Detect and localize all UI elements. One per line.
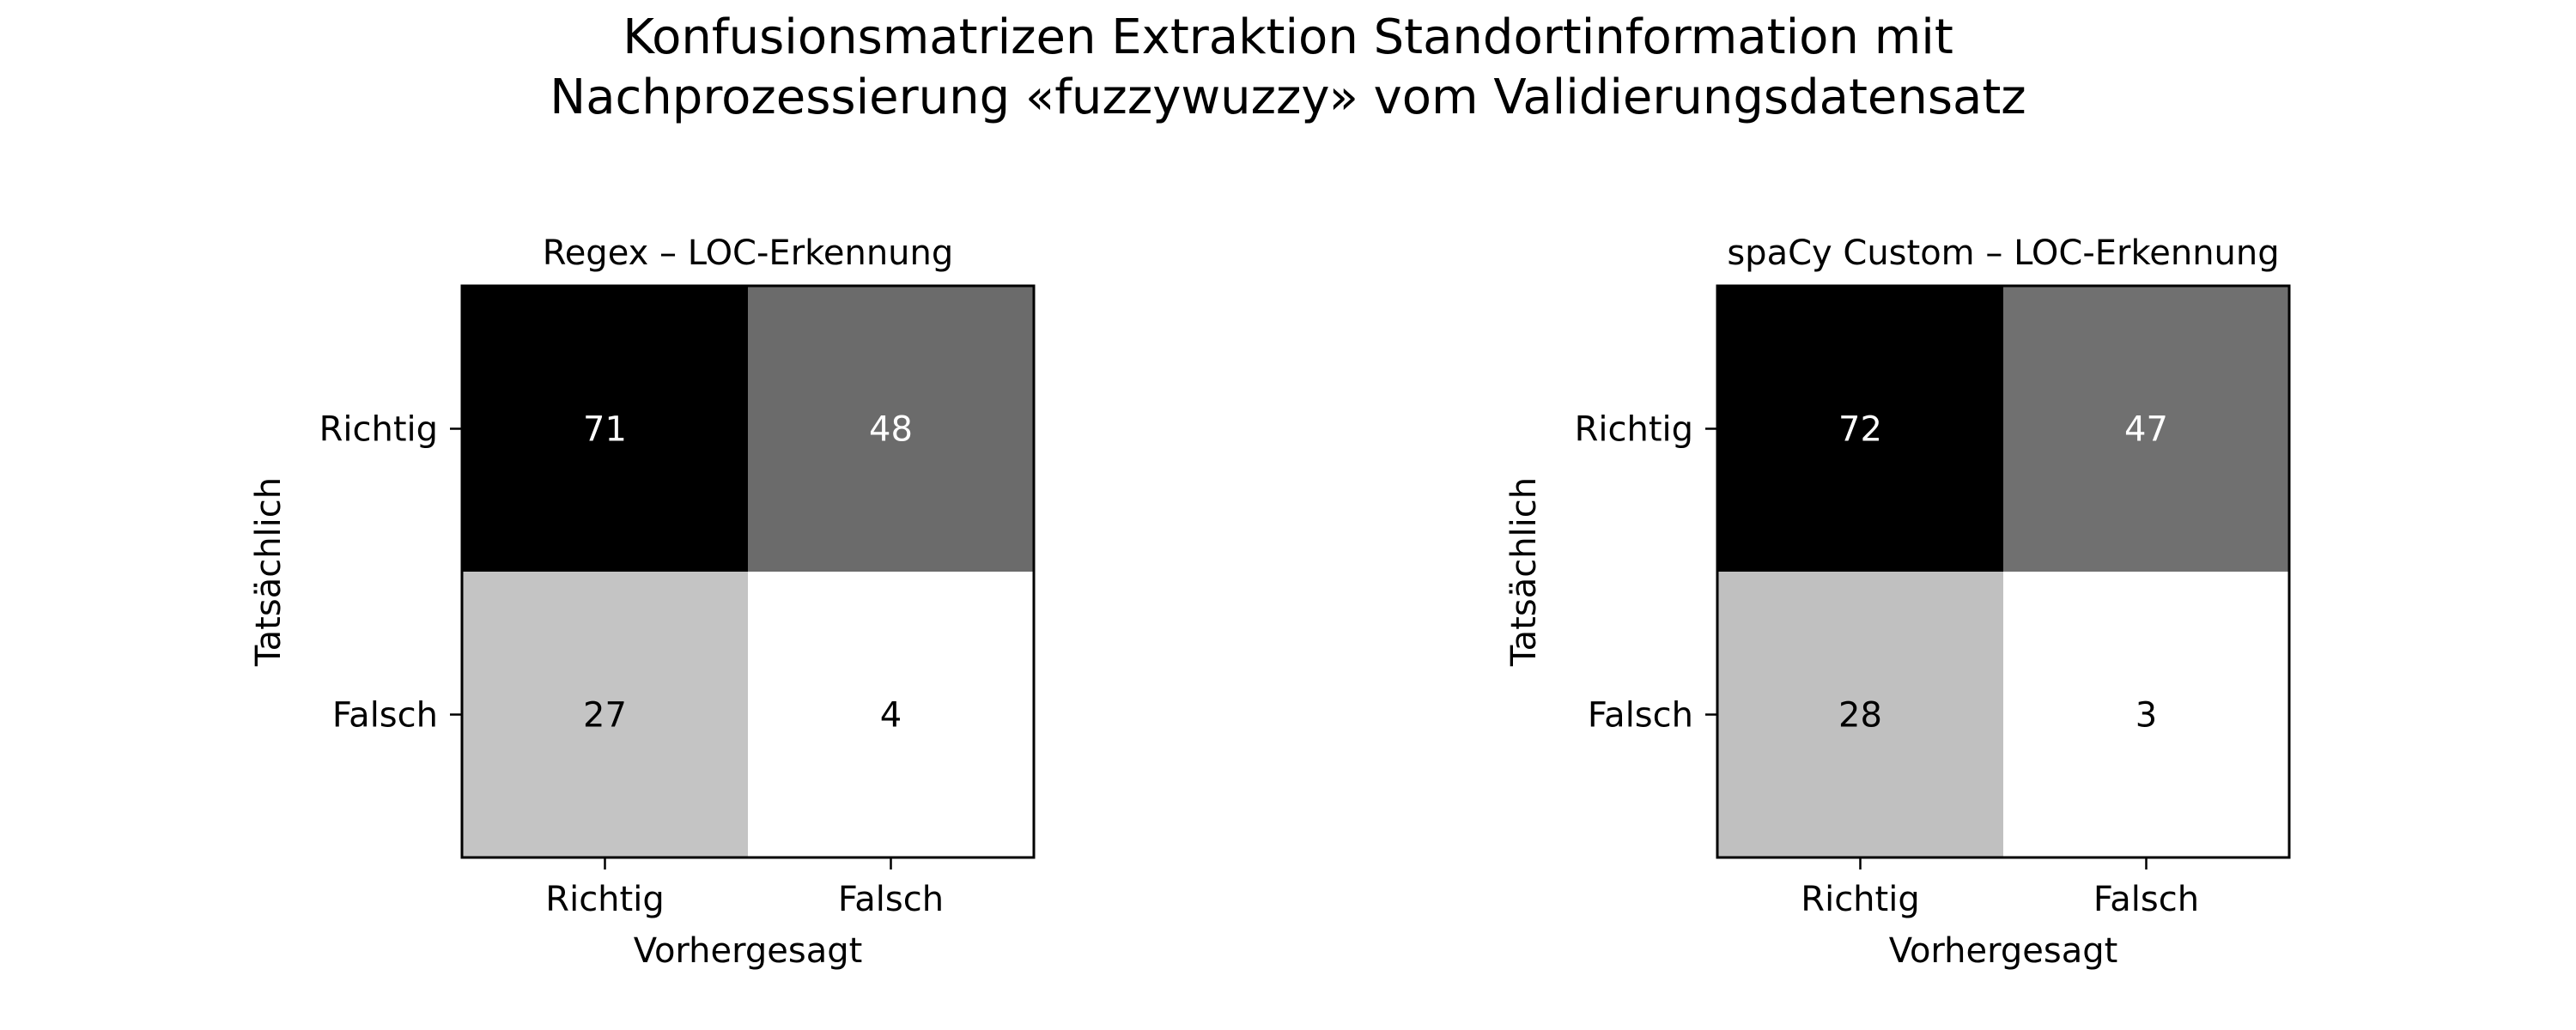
- chart-title-spacy-custom: spaCy Custom – LOC-Erkennung: [1727, 233, 2279, 273]
- cell-value-label: 27: [583, 696, 627, 736]
- x-axis-label: Vorhergesagt: [1889, 931, 2118, 971]
- cell-value-label: 47: [2124, 410, 2168, 450]
- heatmap-cell: [2003, 286, 2289, 572]
- y-tick-label: Falsch: [1588, 696, 1693, 736]
- heatmap-cell: [748, 572, 1034, 857]
- heatmap-cell: [2003, 572, 2289, 857]
- y-tick-label: Richtig: [319, 410, 438, 450]
- y-tick-label: Richtig: [1575, 410, 1693, 450]
- cell-value-label: 28: [1838, 696, 1882, 736]
- x-tick-label: Richtig: [1801, 880, 1919, 919]
- figure-title-line-1: Konfusionsmatrizen Extraktion Standortin…: [623, 9, 1953, 65]
- confusion-matrix-spacy-custom: spaCy Custom – LOC-Erkennung 72 47 28 3 Richt…: [1504, 233, 2291, 971]
- x-tick-label: Falsch: [838, 880, 944, 919]
- figure-title-line-2: Nachprozessierung «fuzzywuzzy» vom Valid…: [550, 70, 2026, 125]
- heatmap-cell: [1717, 286, 2003, 572]
- confusion-matrix-regex: Regex – LOC-Erkennung 71 48 27 4 Richtig Falsc…: [249, 233, 1036, 971]
- x-tick-label: Richtig: [545, 880, 664, 919]
- plot-frame: [1716, 284, 2291, 859]
- heatmap-cell: [462, 286, 748, 572]
- x-tick-label: Falsch: [2093, 880, 2199, 919]
- y-axis-label: Tatsächlich: [1504, 477, 1544, 667]
- cell-value-label: 71: [583, 410, 627, 450]
- cell-value-label: 3: [2136, 696, 2157, 736]
- x-axis-label: Vorhergesagt: [634, 931, 863, 971]
- plot-frame: [460, 284, 1036, 859]
- heatmap-cell: [1717, 572, 2003, 857]
- heatmap-cell: [462, 572, 748, 857]
- heatmap-cell: [748, 286, 1034, 572]
- cell-value-label: 48: [869, 410, 913, 450]
- cell-value-label: 4: [880, 696, 902, 736]
- y-tick-label: Falsch: [332, 696, 438, 736]
- chart-title-regex: Regex – LOC-Erkennung: [543, 233, 954, 273]
- y-axis-label: Tatsächlich: [249, 477, 289, 667]
- cell-value-label: 72: [1838, 410, 1882, 450]
